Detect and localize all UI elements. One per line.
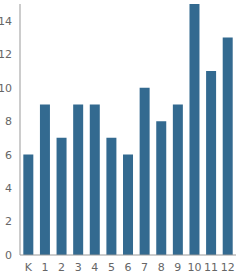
- svg-text:10: 10: [8, 82, 12, 95]
- svg-text:10: 10: [187, 261, 201, 274]
- svg-text:1: 1: [41, 261, 48, 274]
- svg-text:3: 3: [75, 261, 82, 274]
- svg-text:K: K: [25, 261, 33, 274]
- svg-text:5: 5: [108, 261, 115, 274]
- svg-text:0: 0: [8, 249, 12, 262]
- svg-text:6: 6: [125, 261, 132, 274]
- svg-text:2: 2: [8, 215, 12, 228]
- svg-text:7: 7: [141, 261, 148, 274]
- svg-text:11: 11: [204, 261, 218, 274]
- svg-text:12: 12: [8, 48, 12, 61]
- svg-text:4: 4: [8, 182, 12, 195]
- svg-text:9: 9: [174, 261, 181, 274]
- svg-text:12: 12: [221, 261, 232, 274]
- svg-text:8: 8: [158, 261, 165, 274]
- svg-text:2: 2: [58, 261, 65, 274]
- svg-text:4: 4: [91, 261, 98, 274]
- svg-text:14: 14: [8, 15, 12, 28]
- svg-text:6: 6: [8, 149, 12, 162]
- svg-text:8: 8: [8, 115, 12, 128]
